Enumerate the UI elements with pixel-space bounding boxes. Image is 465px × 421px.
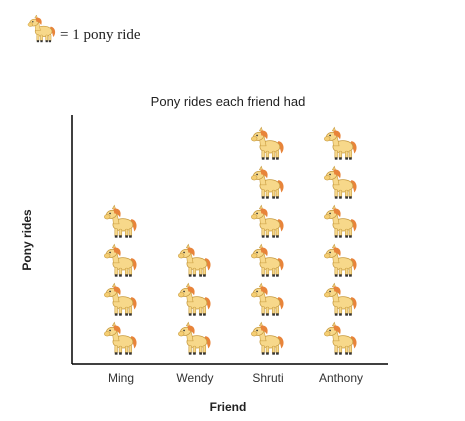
pony-icon — [250, 126, 285, 161]
chart-title: Pony rides each friend had — [150, 94, 306, 109]
pony-icon — [250, 165, 285, 200]
pony-icon — [250, 204, 285, 239]
pony-icon — [323, 282, 358, 317]
pony-icon — [323, 321, 358, 356]
pony-icon — [323, 204, 358, 239]
pony-icon — [103, 282, 138, 317]
x-tick-label: Ming — [108, 371, 134, 385]
pony-icon — [177, 282, 212, 317]
pony-icon — [323, 243, 358, 278]
pony-icon — [250, 243, 285, 278]
pony-icon — [177, 321, 212, 356]
pony-icon — [323, 126, 358, 161]
legend: = 1 pony ride — [26, 12, 141, 46]
pony-icon — [103, 321, 138, 356]
pony-icon — [250, 282, 285, 317]
pony-icon — [250, 321, 285, 356]
pony-icon — [103, 243, 138, 278]
x-axis-label: Friend — [209, 400, 247, 414]
pony-icon — [177, 243, 212, 278]
x-tick-label: Wendy — [176, 371, 213, 385]
pony-icon — [323, 165, 358, 200]
x-tick-label: Shruti — [252, 371, 283, 385]
x-tick-label: Anthony — [319, 371, 363, 385]
legend-text: = 1 pony ride — [60, 26, 141, 43]
pony-icon — [103, 204, 138, 239]
